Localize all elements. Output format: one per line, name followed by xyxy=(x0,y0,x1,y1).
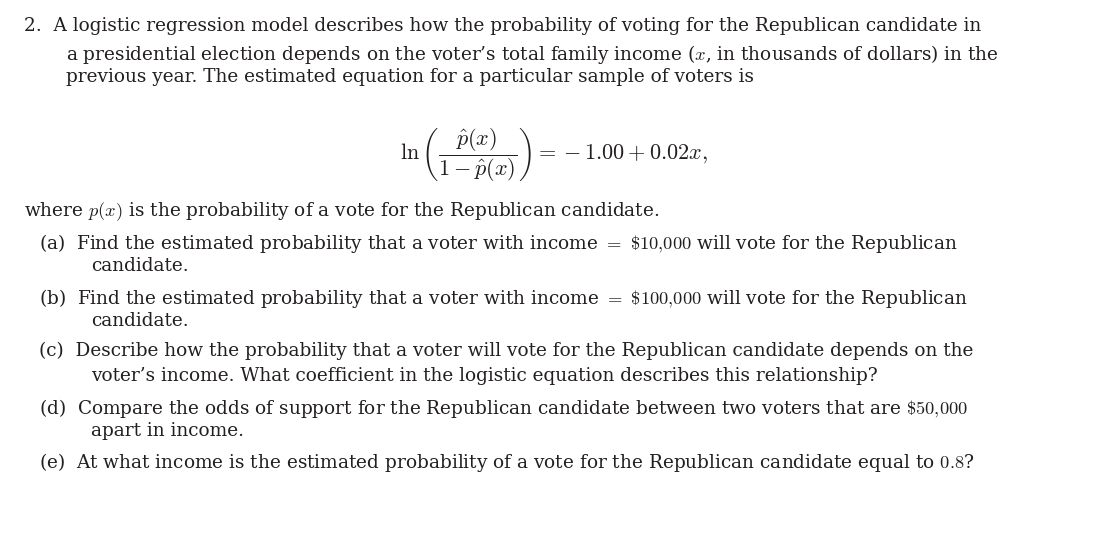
Text: 2.  A logistic regression model describes how the probability of voting for the : 2. A logistic regression model describes… xyxy=(24,17,982,35)
Text: (a)  Find the estimated probability that a voter with income $=$ $\$10{,}000$ wi: (a) Find the estimated probability that … xyxy=(39,232,958,255)
Text: (e)  At what income is the estimated probability of a vote for the Republican ca: (e) At what income is the estimated prob… xyxy=(39,451,974,474)
Text: where $p(x)$ is the probability of a vote for the Republican candidate.: where $p(x)$ is the probability of a vot… xyxy=(24,201,660,223)
Text: (c)  Describe how the probability that a voter will vote for the Republican cand: (c) Describe how the probability that a … xyxy=(39,341,973,360)
Text: voter’s income. What coefficient in the logistic equation describes this relatio: voter’s income. What coefficient in the … xyxy=(91,367,878,385)
Text: (b)  Find the estimated probability that a voter with income $=$ $\$100{,}000$ w: (b) Find the estimated probability that … xyxy=(39,287,968,309)
Text: $\ln\left(\dfrac{\hat{p}(x)}{1-\hat{p}(x)}\right) = -1.00 + 0.02x,$: $\ln\left(\dfrac{\hat{p}(x)}{1-\hat{p}(x… xyxy=(400,126,707,183)
Text: a presidential election depends on the voter’s total family income ($x$, in thou: a presidential election depends on the v… xyxy=(66,43,1000,66)
Text: previous year. The estimated equation for a particular sample of voters is: previous year. The estimated equation fo… xyxy=(66,68,754,86)
Text: (d)  Compare the odds of support for the Republican candidate between two voters: (d) Compare the odds of support for the … xyxy=(39,397,968,420)
Text: candidate.: candidate. xyxy=(91,312,188,330)
Text: apart in income.: apart in income. xyxy=(91,422,244,440)
Text: candidate.: candidate. xyxy=(91,257,188,275)
